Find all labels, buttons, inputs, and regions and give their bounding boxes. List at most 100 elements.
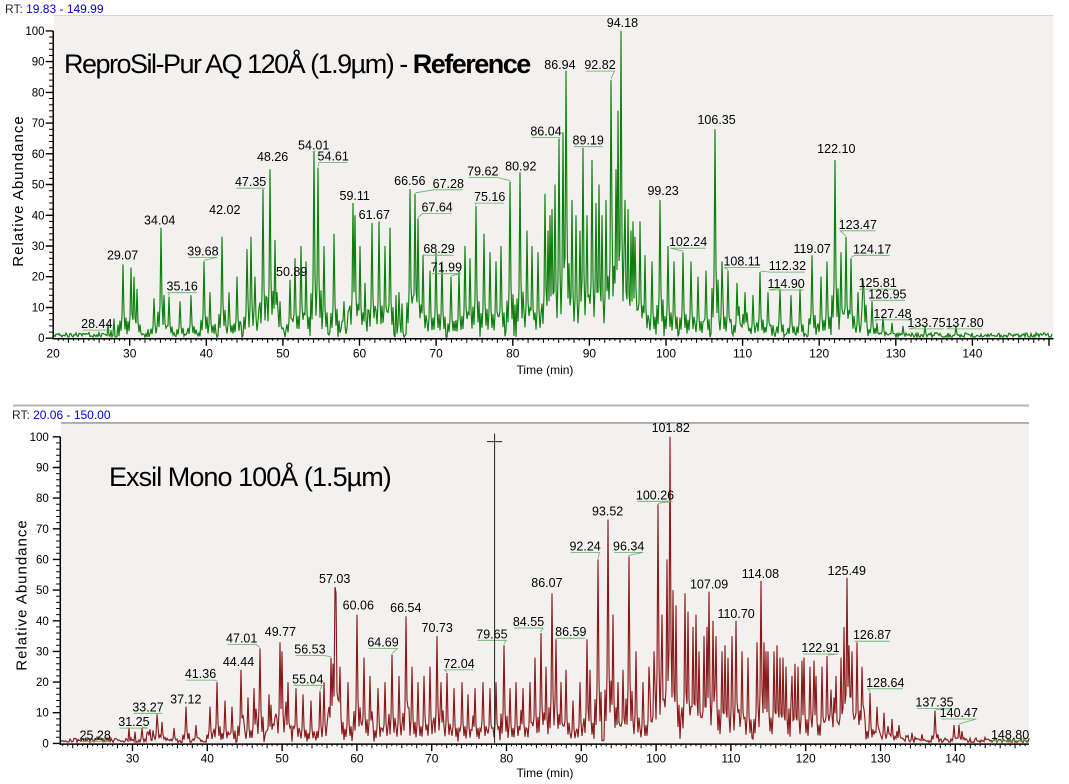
svg-text:49.77: 49.77 <box>265 625 296 639</box>
svg-text:60.06: 60.06 <box>343 599 374 613</box>
svg-text:47.35: 47.35 <box>235 175 266 189</box>
svg-text:100.26: 100.26 <box>636 488 674 502</box>
svg-text:ReproSil-Pur AQ 120Å (1.9µm) -: ReproSil-Pur AQ 120Å (1.9µm) - Reference <box>64 48 531 79</box>
svg-text:70: 70 <box>36 524 49 536</box>
svg-text:80: 80 <box>506 346 520 360</box>
svg-text:50: 50 <box>276 346 290 360</box>
svg-text:Time (min): Time (min) <box>517 766 574 780</box>
svg-text:0: 0 <box>38 333 44 345</box>
svg-text:20: 20 <box>46 346 60 360</box>
svg-text:90: 90 <box>575 752 589 766</box>
svg-text:33.27: 33.27 <box>132 700 163 714</box>
svg-text:30: 30 <box>36 646 49 658</box>
svg-text:90: 90 <box>36 463 49 475</box>
svg-text:0: 0 <box>42 738 48 750</box>
svg-text:Time (min): Time (min) <box>517 363 574 377</box>
svg-text:140: 140 <box>962 346 982 360</box>
svg-text:106.35: 106.35 <box>697 113 735 127</box>
svg-text:122.91: 122.91 <box>801 641 839 655</box>
svg-text:64.69: 64.69 <box>367 636 398 650</box>
svg-text:66.54: 66.54 <box>390 601 421 615</box>
svg-text:100: 100 <box>30 432 49 444</box>
svg-text:107.09: 107.09 <box>690 578 728 592</box>
svg-text:130: 130 <box>886 346 906 360</box>
svg-text:86.04: 86.04 <box>530 125 561 139</box>
svg-text:120: 120 <box>796 752 816 766</box>
svg-text:80: 80 <box>32 87 45 99</box>
svg-text:61.67: 61.67 <box>359 208 390 222</box>
svg-text:31.25: 31.25 <box>118 715 149 729</box>
svg-text:99.23: 99.23 <box>647 184 678 198</box>
svg-text:125.49: 125.49 <box>828 564 866 578</box>
svg-text:55.04: 55.04 <box>292 672 323 686</box>
svg-text:123.47: 123.47 <box>839 218 877 232</box>
svg-text:29.07: 29.07 <box>107 248 138 262</box>
svg-text:20: 20 <box>36 677 49 689</box>
svg-text:67.64: 67.64 <box>421 200 452 214</box>
svg-text:40: 40 <box>36 616 49 628</box>
svg-text:80: 80 <box>500 752 514 766</box>
svg-text:100: 100 <box>646 752 666 766</box>
svg-text:54.61: 54.61 <box>318 150 349 164</box>
svg-text:25.28: 25.28 <box>80 728 111 742</box>
svg-text:94.18: 94.18 <box>607 16 638 30</box>
svg-text:79.65: 79.65 <box>476 627 507 641</box>
svg-text:50: 50 <box>36 585 49 597</box>
svg-text:126.87: 126.87 <box>853 628 891 642</box>
svg-text:50.89: 50.89 <box>276 265 307 279</box>
svg-text:84.55: 84.55 <box>513 615 544 629</box>
svg-text:86.59: 86.59 <box>555 625 586 639</box>
svg-text:40: 40 <box>32 210 45 222</box>
svg-text:30: 30 <box>123 346 137 360</box>
svg-text:71.99: 71.99 <box>431 261 462 275</box>
svg-text:60: 60 <box>353 346 367 360</box>
svg-text:140.47: 140.47 <box>940 706 978 720</box>
svg-text:137.80: 137.80 <box>945 316 983 330</box>
svg-text:90: 90 <box>32 57 45 69</box>
svg-text:133.75: 133.75 <box>907 316 945 330</box>
svg-text:80.92: 80.92 <box>505 159 536 173</box>
svg-text:126.95: 126.95 <box>868 287 906 301</box>
svg-text:110: 110 <box>733 346 752 360</box>
svg-text:35.16: 35.16 <box>167 280 198 294</box>
svg-text:148.80: 148.80 <box>991 728 1029 742</box>
svg-text:42.02: 42.02 <box>209 203 240 217</box>
svg-text:60: 60 <box>32 149 45 161</box>
svg-text:41.36: 41.36 <box>185 667 216 681</box>
svg-text:112.32: 112.32 <box>769 259 806 273</box>
svg-text:28.44: 28.44 <box>81 317 112 331</box>
svg-text:47.01: 47.01 <box>226 631 257 645</box>
svg-text:30: 30 <box>126 752 140 766</box>
svg-text:93.52: 93.52 <box>592 505 623 519</box>
svg-text:75.16: 75.16 <box>474 190 505 204</box>
svg-text:92.24: 92.24 <box>569 539 600 553</box>
svg-text:120: 120 <box>809 346 829 360</box>
svg-text:80: 80 <box>36 493 49 505</box>
svg-text:54.01: 54.01 <box>298 139 329 153</box>
svg-text:44.44: 44.44 <box>223 655 254 669</box>
svg-text:119.07: 119.07 <box>793 242 830 256</box>
svg-text:100: 100 <box>656 346 676 360</box>
svg-text:Exsil Mono 100Å (1.5µm): Exsil Mono 100Å (1.5µm) <box>109 461 391 492</box>
svg-text:137.35: 137.35 <box>915 696 953 710</box>
svg-text:90: 90 <box>583 346 597 360</box>
svg-text:110.70: 110.70 <box>717 607 754 621</box>
svg-text:Relative Abundance: Relative Abundance <box>14 519 31 670</box>
svg-text:40: 40 <box>200 346 214 360</box>
svg-text:86.07: 86.07 <box>531 576 562 590</box>
svg-text:114.08: 114.08 <box>742 567 779 581</box>
svg-text:125.81: 125.81 <box>859 276 897 290</box>
svg-text:89.19: 89.19 <box>573 134 604 148</box>
svg-text:40: 40 <box>201 752 215 766</box>
svg-text:79.62: 79.62 <box>467 165 498 179</box>
svg-text:70: 70 <box>429 346 443 360</box>
svg-text:128.64: 128.64 <box>866 676 904 690</box>
svg-text:70.73: 70.73 <box>422 621 453 635</box>
svg-text:100: 100 <box>25 26 44 38</box>
svg-text:57.03: 57.03 <box>319 572 350 586</box>
svg-text:124.17: 124.17 <box>853 242 891 256</box>
svg-text:10: 10 <box>36 708 49 720</box>
svg-text:140: 140 <box>945 752 965 766</box>
svg-text:Relative Abundance: Relative Abundance <box>10 115 27 266</box>
svg-text:110: 110 <box>721 752 740 766</box>
